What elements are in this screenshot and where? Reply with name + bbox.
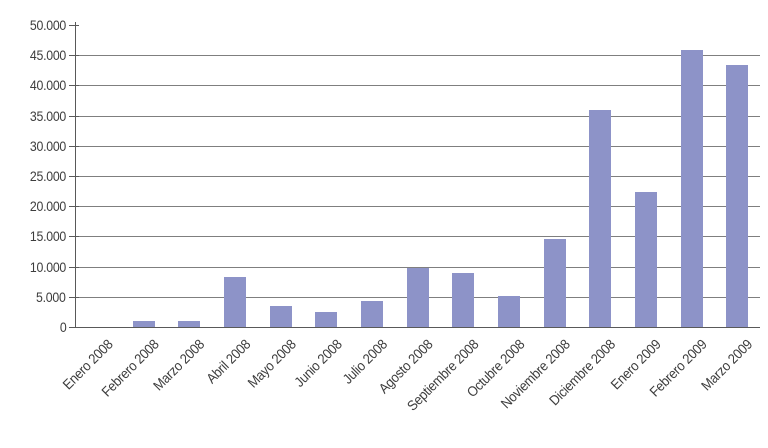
y-tick-35000 <box>69 115 79 117</box>
y-tick-label: 10.000 <box>29 258 66 275</box>
gridline-15000 <box>75 236 760 238</box>
y-tick-label: 40.000 <box>29 77 66 94</box>
y-tick-label: 35.000 <box>29 107 66 124</box>
y-tick-5000 <box>69 296 79 298</box>
bar-marzo-2008 <box>178 321 200 327</box>
y-tick-10000 <box>69 266 79 268</box>
bar-diciembre-2008 <box>589 110 611 327</box>
bar-febrero-2009 <box>681 50 703 327</box>
y-tick-25000 <box>69 176 79 177</box>
y-tick-label: 20.000 <box>29 198 66 215</box>
y-tick-label: 30.000 <box>29 137 66 154</box>
x-axis-label: Junio 2008 <box>290 336 345 390</box>
y-tick-label: 15.000 <box>29 228 66 245</box>
y-tick-50000 <box>69 25 79 26</box>
gridline-20000 <box>75 206 760 208</box>
gridline-30000 <box>75 145 760 147</box>
gridline-40000 <box>75 85 760 87</box>
bar-julio-2008 <box>361 301 383 327</box>
bar-junio-2008 <box>315 312 337 327</box>
bar-abril-2008 <box>224 277 246 327</box>
bar-febrero-2008 <box>133 321 155 327</box>
y-tick-15000 <box>69 236 79 238</box>
y-tick-0 <box>69 327 79 328</box>
y-tick-label: 25.000 <box>29 168 66 184</box>
gridline-35000 <box>75 115 760 117</box>
y-tick-30000 <box>69 145 79 147</box>
y-tick-45000 <box>69 55 79 57</box>
bar-noviembre-2008 <box>544 239 566 327</box>
bar-enero-2009 <box>635 192 657 327</box>
y-tick-label: 45.000 <box>29 47 66 64</box>
y-tick-label: 0 <box>59 319 66 335</box>
y-tick-label: 5.000 <box>36 288 66 305</box>
x-axis-label: Mayo 2008 <box>244 336 299 391</box>
y-axis <box>75 22 76 328</box>
gridline-45000 <box>75 55 760 57</box>
bar-septiembre-2008 <box>452 273 474 327</box>
bar-marzo-2009 <box>726 65 748 327</box>
bar-agosto-2008 <box>407 268 429 327</box>
bar-mayo-2008 <box>270 306 292 327</box>
x-axis <box>75 327 760 328</box>
gridline-10000 <box>75 266 760 268</box>
y-tick-label: 50.000 <box>29 17 66 33</box>
bar-octubre-2008 <box>498 296 520 327</box>
gridline-25000 <box>75 176 760 177</box>
y-tick-20000 <box>69 206 79 208</box>
y-tick-40000 <box>69 85 79 87</box>
